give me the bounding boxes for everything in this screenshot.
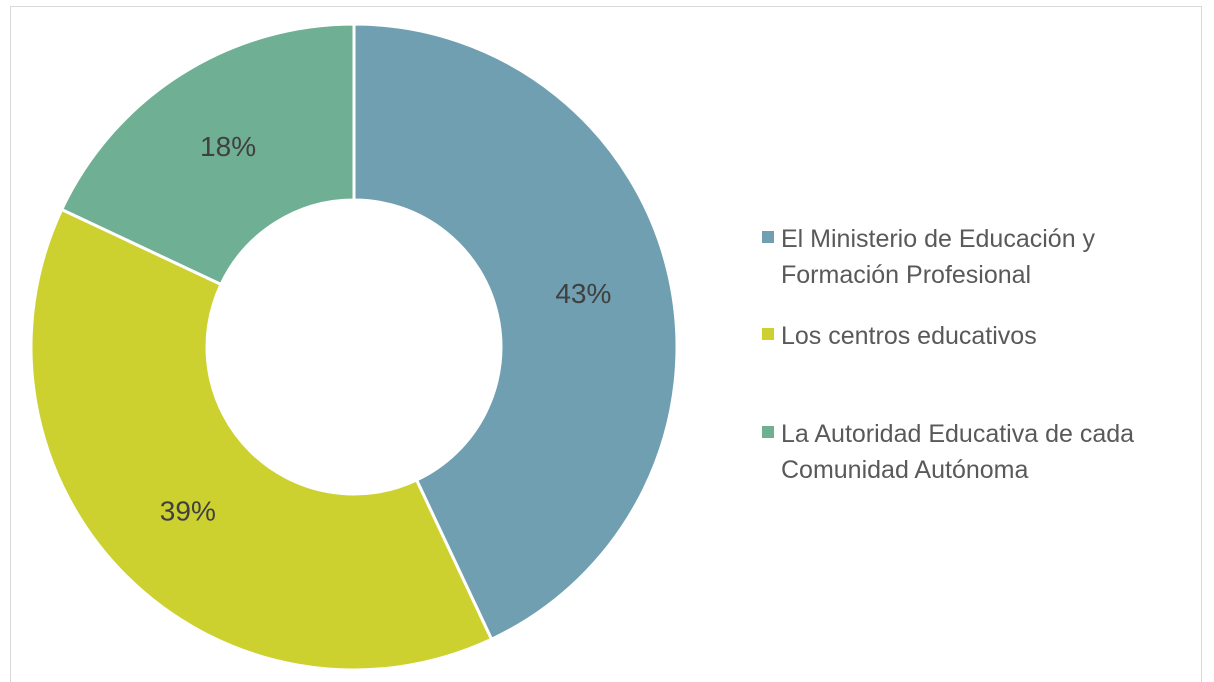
legend-item: Los centros educativos: [762, 318, 1202, 354]
legend-swatch: [762, 231, 774, 243]
data-label: 43%: [555, 278, 611, 309]
legend-label: El Ministerio de Educación y Formación P…: [781, 225, 1096, 289]
data-label: 18%: [200, 131, 256, 162]
slice: [59, 22, 356, 287]
legend-item: La Autoridad Educativa de cada Comunidad…: [762, 416, 1202, 488]
legend-swatch: [762, 426, 774, 438]
legend-label: La Autoridad Educativa de cada Comunidad…: [781, 420, 1135, 484]
legend-item: El Ministerio de Educación y Formación P…: [762, 221, 1202, 293]
legend-label: Los centros educativos: [781, 322, 1037, 350]
slice: [29, 207, 494, 672]
data-label: 39%: [160, 496, 216, 527]
legend-swatch: [762, 328, 774, 340]
chart-frame: [10, 6, 1202, 682]
slice: [352, 22, 679, 642]
